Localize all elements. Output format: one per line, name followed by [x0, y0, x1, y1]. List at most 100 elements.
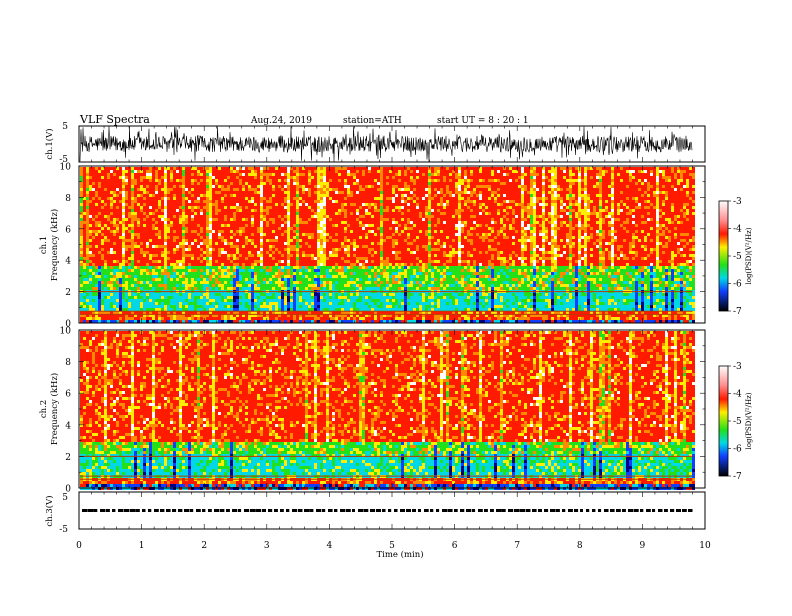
spectrogram-cell — [296, 218, 299, 221]
spectrogram-cell — [158, 281, 161, 284]
spectrogram-cell — [98, 272, 101, 275]
spectrogram-cell — [146, 302, 149, 305]
spectrogram-cell — [320, 287, 323, 290]
spectrogram-cell — [254, 299, 257, 302]
spectrogram-cell — [224, 212, 227, 215]
spectrogram-cell — [296, 302, 299, 305]
spectrogram-cell — [230, 206, 233, 209]
spectrogram-cell — [209, 233, 212, 236]
spectrogram-cell — [350, 188, 353, 191]
spectrogram-cell — [311, 242, 314, 245]
spectrogram-cell — [200, 242, 203, 245]
spectrogram-cell — [101, 230, 104, 233]
spectrogram-cell — [215, 173, 218, 176]
spectrogram-cell — [299, 272, 302, 275]
spectrogram-cell — [263, 194, 266, 197]
spectrogram-cell — [143, 245, 146, 248]
spectrogram-cell — [95, 224, 98, 227]
spectrogram-cell — [290, 167, 293, 170]
spectrogram-cell — [197, 281, 200, 284]
spectrogram-cell — [194, 245, 197, 248]
spectrogram-cell — [266, 272, 269, 275]
spectrogram-cell — [326, 194, 329, 197]
spectrogram-cell — [326, 170, 329, 173]
spectrogram-cell — [224, 245, 227, 248]
spectrogram-cell — [248, 263, 251, 266]
spectrogram-cell — [170, 188, 173, 191]
spectrogram-cell — [263, 176, 266, 179]
spectrogram-cell — [281, 299, 284, 302]
spectrogram-cell — [311, 170, 314, 173]
spectrogram-cell — [338, 170, 341, 173]
spectrogram-cell — [287, 182, 290, 185]
spectrogram-cell — [293, 266, 296, 269]
spectrogram-cell — [278, 272, 281, 275]
spectrogram-cell — [92, 242, 95, 245]
spectrogram-cell — [296, 230, 299, 233]
spectrogram-cell — [266, 305, 269, 308]
spectrogram-cell — [122, 239, 125, 242]
spectrogram-cell — [149, 296, 152, 299]
spectrogram-cell — [209, 215, 212, 218]
spectrogram-cell — [227, 170, 230, 173]
spectrogram-cell — [125, 227, 128, 230]
spectrogram-cell — [239, 182, 242, 185]
spectrogram-cell — [107, 272, 110, 275]
spectrogram-cell — [281, 296, 284, 299]
spectrogram-cell — [128, 251, 131, 254]
spectrogram-cell — [194, 308, 197, 311]
spectrogram-cell — [194, 188, 197, 191]
spectrogram-cell — [299, 203, 302, 206]
spectrogram-cell — [179, 317, 182, 320]
spectrogram-cell — [119, 239, 122, 242]
spectrogram-cell — [83, 221, 86, 224]
spectrogram-cell — [230, 179, 233, 182]
spectrogram-cell — [161, 308, 164, 311]
spectrogram-cell — [329, 242, 332, 245]
spectrogram-cell — [215, 188, 218, 191]
spectrogram-cell — [338, 212, 341, 215]
spectrogram-cell — [128, 191, 131, 194]
spectrogram-cell — [314, 296, 317, 299]
spectrogram-cell — [272, 278, 275, 281]
spectrogram-cell — [203, 197, 206, 200]
spectrogram-cell — [251, 215, 254, 218]
spectrogram-cell — [188, 209, 191, 212]
spectrogram-cell — [344, 206, 347, 209]
spectrogram-cell — [239, 287, 242, 290]
spectrogram-cell — [329, 218, 332, 221]
spectrogram-cell — [170, 221, 173, 224]
spectrogram-cell — [356, 212, 359, 215]
spectrogram-cell — [350, 191, 353, 194]
spectrogram-cell — [179, 170, 182, 173]
spectrogram-cell — [287, 185, 290, 188]
spectrogram-cell — [323, 191, 326, 194]
spectrogram-cell — [233, 251, 236, 254]
spectrogram-cell — [215, 197, 218, 200]
spectrogram-cell — [206, 239, 209, 242]
spectrogram-cell — [350, 218, 353, 221]
spectrogram-cell — [299, 170, 302, 173]
spectrogram-cell — [269, 296, 272, 299]
spectrogram-cell — [359, 191, 362, 194]
spectrogram-cell — [215, 191, 218, 194]
spectrogram-cell — [200, 230, 203, 233]
spectrogram-cell — [110, 191, 113, 194]
spectrogram-cell — [326, 245, 329, 248]
spectrogram-cell — [215, 275, 218, 278]
spectrogram-cell — [251, 263, 254, 266]
spectrogram-cell — [290, 230, 293, 233]
spectrogram-cell — [113, 260, 116, 263]
spectrogram-cell — [83, 218, 86, 221]
spectrogram-cell — [119, 281, 122, 284]
spectrogram-cell — [116, 170, 119, 173]
spectrogram-cell — [86, 221, 89, 224]
spectrogram-cell — [254, 170, 257, 173]
spectrogram-cell — [215, 272, 218, 275]
spectrogram-cell — [239, 248, 242, 251]
spectrogram-cell — [311, 245, 314, 248]
spectrogram-cell — [344, 173, 347, 176]
spectrogram-cell — [89, 218, 92, 221]
spectrogram-cell — [227, 305, 230, 308]
spectrogram-cell — [128, 167, 131, 170]
